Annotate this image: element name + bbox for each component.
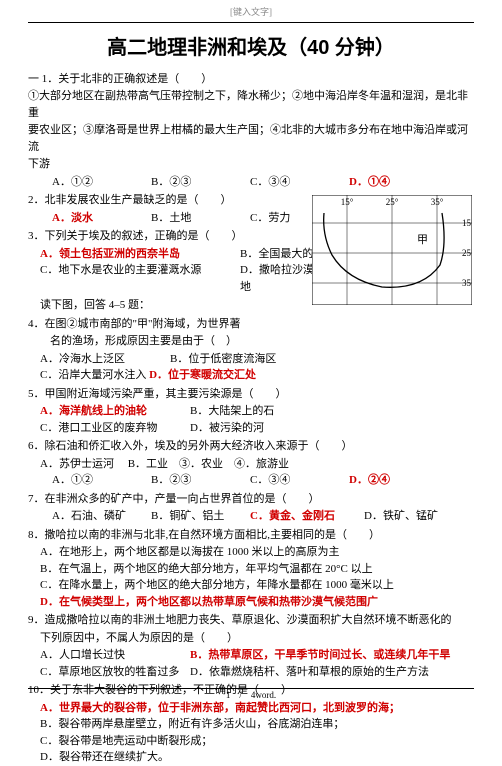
- q1-opt-d: D．①④: [349, 174, 444, 191]
- q7-opt-b: B．铜矿、铝土: [151, 508, 246, 525]
- lat-35: 35°: [462, 278, 472, 288]
- q9b: 下列原因中，不属人为原因的是（ ）: [28, 630, 474, 647]
- q4-line2: 名的渔场，形成原因主要是由于（ ）: [28, 333, 298, 350]
- q1-opt-c: C．③④: [250, 174, 345, 191]
- q4-opt-b: B．位于低密度流海区: [170, 351, 276, 368]
- section-1-q1: 一 1．关于北非的正确叙述是（ ）: [28, 71, 474, 88]
- footer-text: 1 / 4word.: [226, 690, 276, 700]
- map-marker: 甲: [417, 234, 428, 246]
- q6-opt-d: D．②④: [349, 472, 444, 489]
- q2-opt-a: A．淡水: [52, 210, 147, 227]
- q7-opt-c: C．黄金、金刚石: [250, 508, 360, 525]
- q1-opt-a: A．①②: [52, 174, 147, 191]
- q9: 9．造成撒哈拉以南的非洲土地肥力丧失、草原退化、沙漠面积扩大自然环境不断恶化的: [28, 612, 474, 629]
- q7: 7．在非洲众多的矿产中，产量一向占世界首位的是（ ）: [28, 491, 474, 508]
- q4-options: A．冷海水上泛区 B．位于低密度流海区 C．沿岸大量河水注入 D．位于寒暖流交汇…: [28, 351, 298, 384]
- q5: 5．甲国附近海域污染严重，其主要污染源是（ ）: [28, 386, 298, 403]
- q4-line1: 4．在图②城市南部的"甲"附海域，为世界著: [28, 316, 298, 333]
- q6: 6．除石油和侨汇收入外，埃及的另外两大经济收入来源于（ ）: [28, 438, 474, 455]
- page-footer: 1 / 4word.: [28, 686, 474, 703]
- q4-opt-d: D．位于寒暖流交汇处: [149, 369, 256, 381]
- lon-35: 35°: [431, 197, 444, 207]
- q1-stem-line3: 下游: [28, 156, 474, 173]
- q2-opt-b: B．土地: [151, 210, 246, 227]
- q7-opt-a: A．石油、磷矿: [52, 508, 147, 525]
- q6-items: A．苏伊士运河 B．工业 ③．农业 ④．旅游业: [28, 456, 474, 473]
- page-title: 高二地理非洲和埃及（40 分钟）: [28, 33, 474, 63]
- q1-stem-line2: 要农业区；③摩洛哥是世界上柑橘的最大生产国；④北非的大城市多分布在地中海沿岸或河…: [28, 122, 474, 155]
- header-note: [键入文字]: [28, 0, 474, 20]
- lat-15: 15°: [462, 218, 472, 228]
- q6-opt-c: C．③④: [250, 472, 345, 489]
- q6-opt-b: B．②③: [151, 472, 246, 489]
- q9-options: A．人口增长过快 B．热带草原区，干旱季节时间过长、或连续几年干旱 C．草原地区…: [28, 647, 474, 680]
- q5-opt-c: C．港口工业区的废弃物: [40, 420, 190, 437]
- lat-25: 25°: [462, 248, 472, 258]
- header-rule: [28, 22, 474, 23]
- q10-opt-b: B．裂谷带两岸悬崖壁立，附近有许多活火山，谷底湖泊连串；: [40, 716, 474, 733]
- q8-opt-a: A．在地形上，两个地区都是以海拔在 1000 米以上的高原为主: [40, 544, 474, 561]
- q7-options: A．石油、磷矿 B．铜矿、铝土 C．黄金、金刚石 D．铁矿、锰矿: [28, 508, 474, 525]
- q5-opt-d: D．被污染的河: [190, 420, 264, 437]
- q10-options: A．世界最大的裂谷带，位于非洲东部，南起赞比西河口，北到波罗的海； B．裂谷带两…: [28, 700, 474, 766]
- q3-opt-c: C．地下水是农业的主要灌溉水源: [40, 262, 240, 295]
- map-figure: 15° 25° 35° 15° 25° 35° 甲: [312, 195, 472, 305]
- q6-item-b: B．工业 ③．农业 ④．旅游业: [128, 458, 289, 470]
- q6-opt-a: A．①②: [52, 472, 147, 489]
- q8: 8．撒哈拉以南的非洲与北非,在自然环境方面相比,主要相同的是（ ）: [28, 527, 474, 544]
- q8-opt-d: D．在气候类型上，两个地区都以热带草原气候和热带沙漠气候范围广: [40, 594, 474, 611]
- q5-options: A．海洋航线上的油轮 B．大陆架上的石 C．港口工业区的废弃物 D．被污染的河: [28, 403, 298, 436]
- q6-item-a: A．苏伊士运河: [40, 458, 114, 470]
- q1-opt-b: B．②③: [151, 174, 246, 191]
- q9-opt-a: A．人口增长过快: [40, 647, 190, 664]
- q9-opt-b: B．热带草原区，干旱季节时间过长、或连续几年干旱: [190, 647, 450, 664]
- q3-opt-a: A．领土包括亚洲的西奈半岛: [40, 246, 240, 263]
- q9-opt-d: D．依靠燃烧秸杆、落叶和草根的原始的生产方法: [190, 664, 429, 681]
- q1-stem-line1: ①大部分地区在副热带高气压带控制之下，降水稀少；②地中海沿岸冬年温和湿润，是北非…: [28, 88, 474, 121]
- q10-opt-c: C．裂谷带是地壳运动中断裂形成；: [40, 733, 474, 750]
- q4-opt-c: C．沿岸大量河水注入: [40, 369, 146, 381]
- q8-options: A．在地形上，两个地区都是以海拔在 1000 米以上的高原为主 B．在气温上，两…: [28, 544, 474, 610]
- q7-opt-d: D．铁矿、锰矿: [364, 508, 459, 525]
- q5-opt-b: B．大陆架上的石: [190, 403, 274, 420]
- q9-opt-c: C．草原地区放牧的牲畜过多: [40, 664, 190, 681]
- q10-opt-d: D．裂谷带还在继续扩大。: [40, 749, 474, 766]
- q8-opt-b: B．在气温上，两个地区的绝大部分地方，年平均气温都在 20°C 以上: [40, 561, 474, 578]
- q1-options: A．①② B．②③ C．③④ D．①④: [28, 174, 474, 191]
- lon-15: 15°: [341, 197, 354, 207]
- q6-options: A．①② B．②③ C．③④ D．②④: [28, 472, 474, 489]
- q5-opt-a: A．海洋航线上的油轮: [40, 403, 190, 420]
- q8-opt-c: C．在降水量上，两个地区的绝大部分地方，年降水量都在 1000 毫米以上: [40, 577, 474, 594]
- q4-opt-a: A．冷海水上泛区: [40, 351, 170, 368]
- lon-25: 25°: [386, 197, 399, 207]
